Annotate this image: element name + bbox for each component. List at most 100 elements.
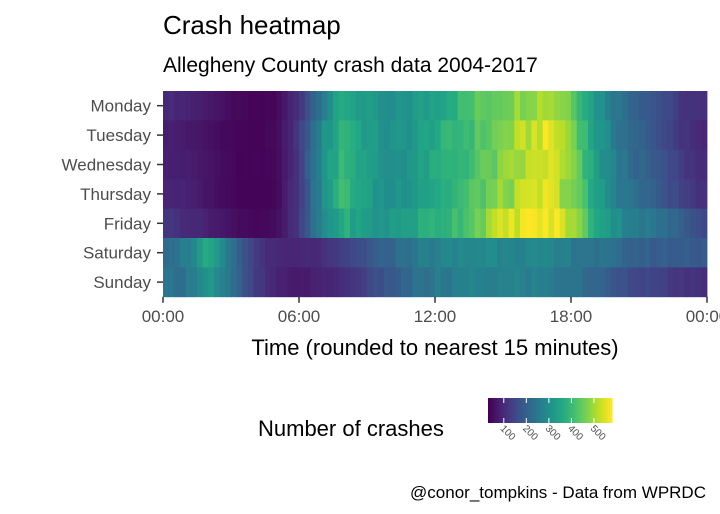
heat-cell xyxy=(690,120,697,151)
heat-cell xyxy=(582,267,589,298)
heat-cell xyxy=(276,149,283,180)
heat-cell xyxy=(633,267,640,298)
heat-cell xyxy=(452,267,459,298)
heat-cell xyxy=(531,120,538,151)
heat-cell xyxy=(174,238,181,268)
heat-cell xyxy=(327,179,334,209)
heat-cell xyxy=(333,208,340,239)
heat-cell xyxy=(378,208,385,239)
heat-cell xyxy=(350,267,357,298)
heat-cell xyxy=(361,238,368,268)
heat-cell xyxy=(678,267,685,298)
legend-swatch xyxy=(545,398,549,423)
heat-cell xyxy=(265,208,272,239)
heat-cell xyxy=(656,208,663,239)
heat-cell xyxy=(367,149,374,180)
legend-swatch xyxy=(492,398,495,423)
heat-cell xyxy=(610,238,617,268)
heat-cell xyxy=(248,267,255,298)
heat-cell xyxy=(355,267,362,298)
heat-cell xyxy=(372,238,379,268)
heat-cell xyxy=(514,179,521,209)
heat-cell xyxy=(565,120,572,151)
heat-cell xyxy=(576,208,583,239)
heat-cell xyxy=(378,179,385,209)
heat-cell xyxy=(361,267,368,298)
heat-cell xyxy=(310,208,317,239)
heat-cell xyxy=(401,267,408,298)
heat-cell xyxy=(259,238,266,268)
heat-cell xyxy=(299,149,306,180)
heat-cell xyxy=(520,91,527,121)
legend-swatch xyxy=(523,398,526,423)
heat-cell xyxy=(576,149,583,180)
heat-cell xyxy=(316,91,323,121)
heat-cell xyxy=(384,267,391,298)
heat-cell xyxy=(678,238,685,268)
heat-cell xyxy=(191,149,198,180)
heat-cell xyxy=(310,91,317,121)
heat-cell xyxy=(321,149,328,180)
heat-cell xyxy=(525,208,532,239)
heat-cell xyxy=(474,238,481,268)
heat-cell xyxy=(225,91,232,121)
heat-cell xyxy=(622,238,629,268)
heat-cell xyxy=(701,149,708,180)
heat-cell xyxy=(163,120,170,151)
heat-cell xyxy=(338,120,345,151)
heat-cell xyxy=(622,149,629,180)
legend-swatch xyxy=(607,398,611,423)
heat-cell xyxy=(276,208,283,239)
heat-cell xyxy=(350,208,357,239)
heat-cell xyxy=(480,238,487,268)
heat-cell xyxy=(299,267,306,298)
heat-cell xyxy=(248,91,255,121)
heat-cell xyxy=(406,149,413,180)
heat-cell xyxy=(525,149,532,180)
heat-cell xyxy=(185,149,192,180)
heat-cell xyxy=(486,120,493,151)
heat-cell xyxy=(174,91,181,121)
heat-cell xyxy=(208,267,215,298)
heat-cell xyxy=(480,208,487,239)
heat-cell xyxy=(304,267,311,298)
heat-cell xyxy=(180,267,187,298)
heat-cell xyxy=(548,267,555,298)
heat-cell xyxy=(446,149,453,180)
heat-cell xyxy=(344,149,351,180)
heat-cell xyxy=(463,91,470,121)
y-axis: Monday Tuesday Wednesday Thursday Friday Satu… xyxy=(62,97,163,292)
heat-cell xyxy=(554,267,561,298)
heat-cell xyxy=(633,238,640,268)
heat-cell xyxy=(219,179,226,209)
heat-cell xyxy=(503,120,510,151)
heat-cell xyxy=(367,179,374,209)
legend-swatch xyxy=(539,398,543,423)
heat-cell xyxy=(253,208,260,239)
heat-cell xyxy=(372,267,379,298)
heat-cell xyxy=(327,238,334,268)
heat-cell xyxy=(673,267,680,298)
heat-cell xyxy=(661,208,668,239)
heat-cell xyxy=(338,179,345,209)
heat-cell xyxy=(389,208,396,239)
heat-cell xyxy=(497,179,504,209)
heat-cell xyxy=(327,267,334,298)
heat-cell xyxy=(457,179,464,209)
heat-cell xyxy=(554,208,561,239)
heat-cell xyxy=(616,238,623,268)
heat-cell xyxy=(429,91,436,121)
heat-cell xyxy=(486,238,493,268)
heat-cell xyxy=(185,267,192,298)
heat-cell xyxy=(259,120,266,151)
heat-cell xyxy=(610,179,617,209)
heat-cell xyxy=(457,238,464,268)
heat-cell xyxy=(650,267,657,298)
heat-cell xyxy=(508,238,515,268)
heat-cell xyxy=(684,120,691,151)
heat-cell xyxy=(429,238,436,268)
heat-cell xyxy=(304,120,311,151)
heat-cell xyxy=(236,267,243,298)
y-tick-label: Wednesday xyxy=(62,156,152,175)
heat-cell xyxy=(616,267,623,298)
